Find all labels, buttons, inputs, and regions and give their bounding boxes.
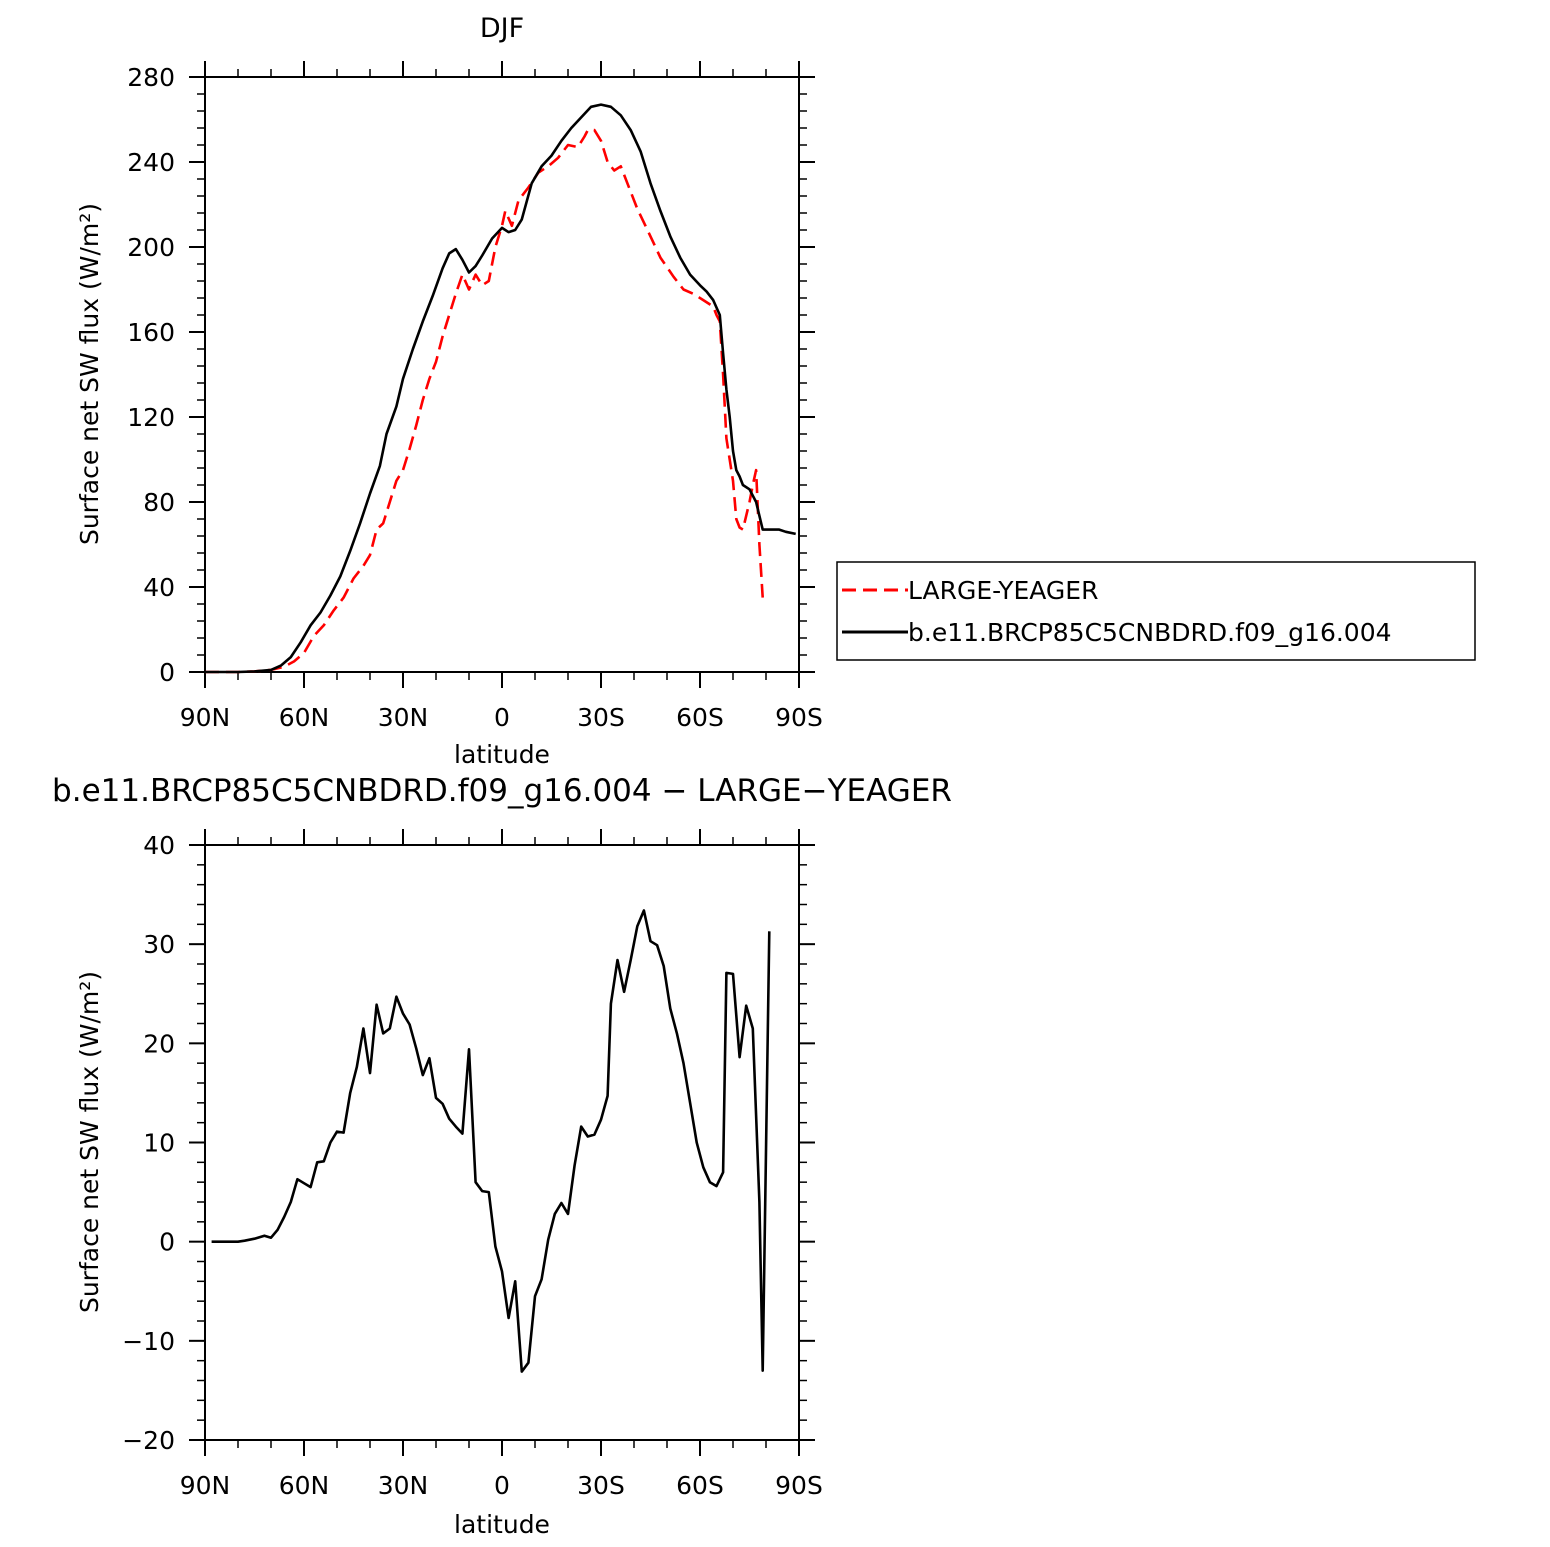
bottom-y-tick-label: 40 [143, 831, 175, 860]
bottom-x-tick-label: 30S [577, 1471, 625, 1500]
bottom-x-tick-label: 0 [494, 1471, 510, 1500]
bottom-y-tick-label: 30 [143, 930, 175, 959]
legend-label-model: b.e11.BRCP85C5CNBDRD.f09_g16.004 [908, 618, 1392, 647]
bottom-plot-frame [204, 844, 800, 1441]
top-series-line-1 [205, 103, 796, 674]
top-y-tick-label: 280 [127, 63, 175, 92]
top-y-tick-label: 0 [159, 658, 175, 687]
top-y-tick-label: 40 [143, 573, 175, 602]
top-chart-title: DJF [480, 13, 524, 44]
legend-label-large-yeager: LARGE-YEAGER [908, 576, 1098, 605]
bottom-y-tick-label: −10 [122, 1327, 175, 1356]
bottom-x-axis-label: latitude [454, 1510, 550, 1539]
bottom-series-line-0 [211, 909, 771, 1373]
top-panel-djf: DJF latitude Surface net SW flux (W/m²) … [75, 13, 823, 769]
top-x-tick-label: 90N [180, 703, 231, 732]
top-y-tick-label: 120 [127, 403, 175, 432]
top-x-tick-label: 0 [494, 703, 510, 732]
bottom-x-tick-label: 30N [378, 1471, 429, 1500]
legend: LARGE-YEAGER b.e11.BRCP85C5CNBDRD.f09_g1… [836, 561, 1476, 661]
bottom-y-tick-label: 0 [159, 1228, 175, 1257]
top-x-tick-label: 60N [279, 703, 330, 732]
bottom-x-tick-label: 90N [180, 1471, 231, 1500]
top-x-tick-label: 90S [775, 703, 823, 732]
top-y-axis-label: Surface net SW flux (W/m²) [75, 203, 104, 545]
top-axes: 0 40 80 120 160 200 240 280 90N 60N 30N 0 30S 60S 90S [127, 61, 823, 732]
bottom-y-axis-label: Surface net SW flux (W/m²) [75, 971, 104, 1313]
top-series-line-0 [205, 128, 764, 674]
top-y-tick-label: 240 [127, 148, 175, 177]
bottom-panel-difference: b.e11.BRCP85C5CNBDRD.f09_g16.004 − LARGE… [52, 773, 952, 1539]
bottom-x-tick-label: 60N [279, 1471, 330, 1500]
bottom-y-tick-label: −20 [122, 1426, 175, 1455]
legend-box [836, 561, 1476, 661]
top-y-tick-label: 200 [127, 233, 175, 262]
bottom-chart-title: b.e11.BRCP85C5CNBDRD.f09_g16.004 − LARGE… [52, 773, 952, 809]
bottom-y-tick-label: 20 [143, 1029, 175, 1058]
top-series-group [205, 103, 796, 674]
top-x-tick-label: 30S [577, 703, 625, 732]
bottom-axes: −20 −10 0 10 20 30 40 90N 60N 30N 0 30S 60S 90S [122, 829, 823, 1500]
bottom-y-tick-label: 10 [143, 1129, 175, 1158]
top-y-tick-label: 160 [127, 318, 175, 347]
top-y-tick-label: 80 [143, 488, 175, 517]
bottom-x-tick-label: 60S [676, 1471, 724, 1500]
top-x-tick-label: 60S [676, 703, 724, 732]
top-x-axis-label: latitude [454, 740, 550, 769]
top-x-tick-label: 30N [378, 703, 429, 732]
bottom-x-tick-label: 90S [775, 1471, 823, 1500]
top-plot-frame [204, 76, 800, 673]
bottom-series-group [211, 909, 771, 1373]
